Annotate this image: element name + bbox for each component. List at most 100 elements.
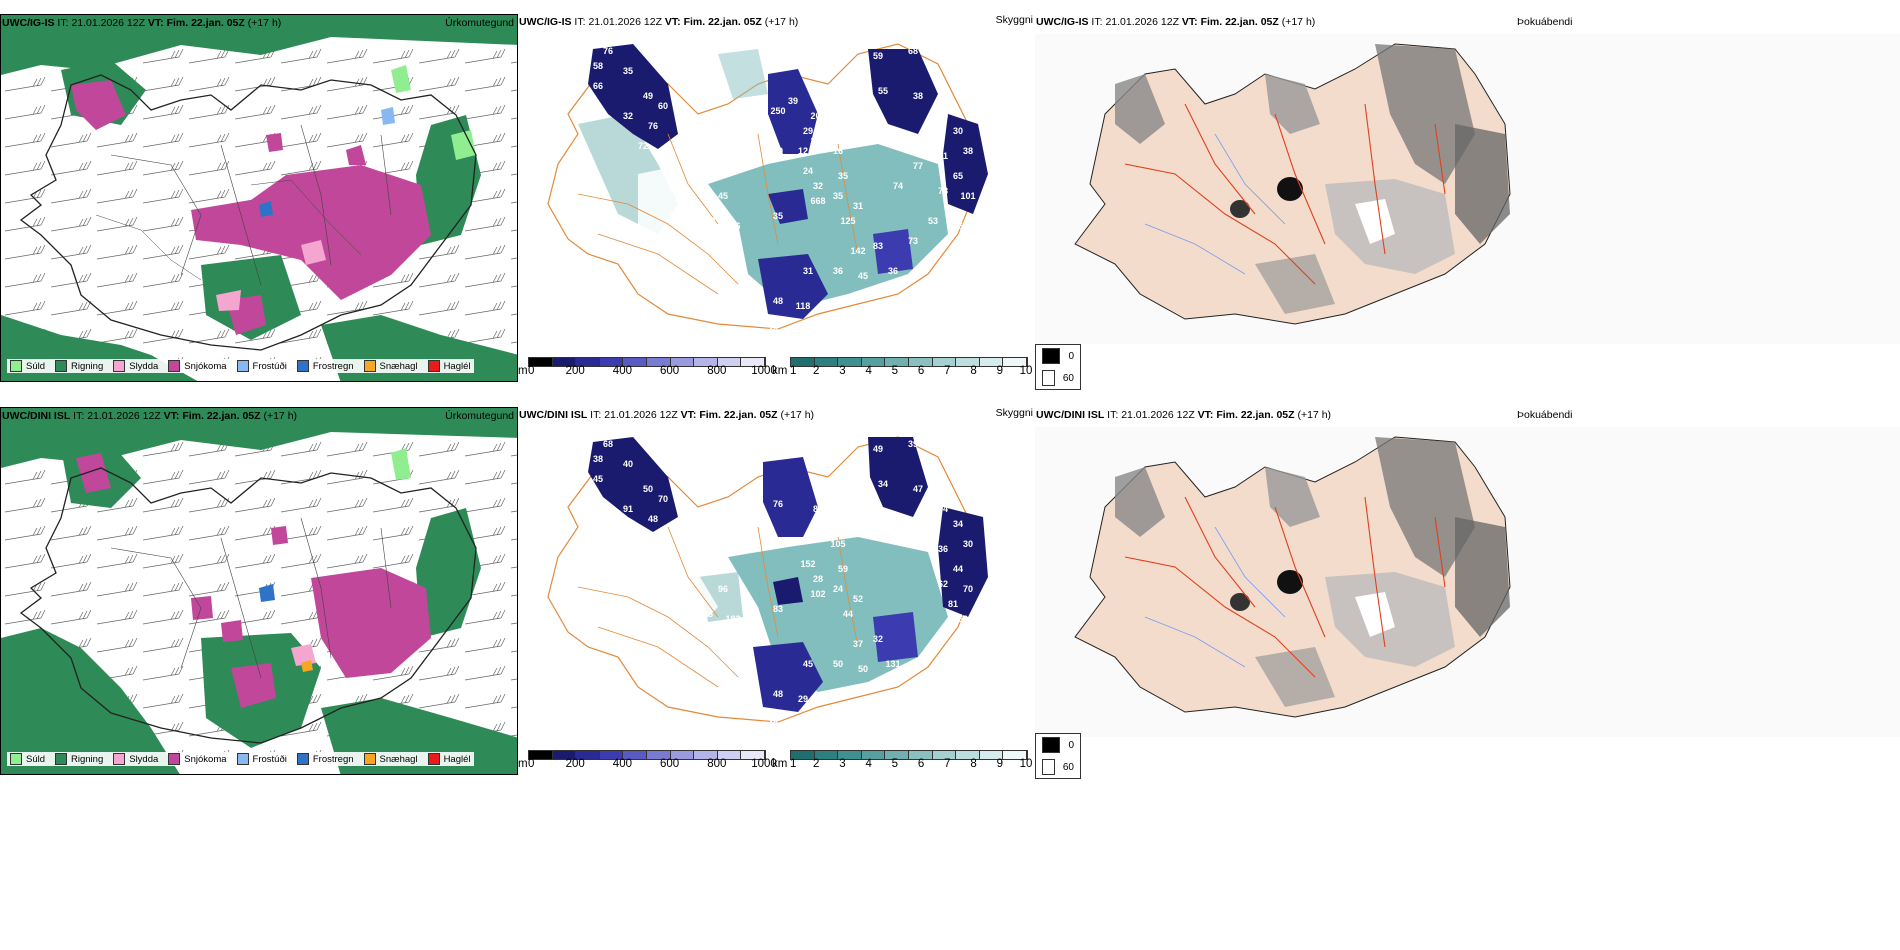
swatch [296,753,309,765]
cbar-segment [932,751,957,759]
vt-value: Fim. 22.jan. 05Z [166,17,245,29]
cbar-tick-label: 5 [891,365,899,377]
cbar-tick-label: 800 [707,365,727,377]
panel-title: Úrkomutegund [445,410,514,422]
it-label: IT: [1107,409,1119,421]
cloud-base-value: 66 [958,614,968,624]
cbar-segment [1003,751,1027,759]
cbar-segment [576,358,600,366]
cloud-base-colorbar: m 0 200 400 600 800 1000 [518,750,777,775]
cbar-tick-label: 3 [839,758,846,770]
fog-legend: 0 60 [1035,733,1081,779]
legend-label: Frostúði [252,360,287,372]
it-label: IT: [1091,16,1103,28]
cloud-base-value: 42 [768,326,778,336]
legend-label: Rigning [71,753,104,765]
cloud-base-value: 101 [960,191,975,201]
it-value: 21.01.2026 12Z [1121,409,1195,421]
cbar-tick-label: 7 [944,758,951,770]
cloud-base-value: 68 [603,439,613,449]
cloud-base-value: 48 [773,689,783,699]
panel-header: UWC/IG-IS IT: 21.01.2026 12Z VT: Fim. 22… [519,16,798,29]
it-label: IT: [73,410,85,422]
legend-item-sudd: Súld [10,753,45,765]
cloud-base-value: 77 [753,311,763,321]
cloud-base-value: 17 [923,131,933,141]
cbar-segment [670,358,695,366]
cloud-base-value: 36 [938,544,948,554]
cbar-segment [717,358,742,366]
cloud-base-value: 45 [718,191,728,201]
cbar-segment [791,358,815,366]
cbar-strip [528,750,766,760]
cbar-segment [791,751,815,759]
cbar-tick-label: 9 [996,758,1003,770]
fog-legend-row: 0 [1036,734,1080,756]
cbar-tick-label: 1 [790,758,797,770]
legend-item-rigning: Rigning [55,360,103,372]
vt-label: VT: [664,16,681,28]
swatch [236,360,249,372]
precip-map [1,15,517,381]
swatch [168,753,181,765]
cloud-base-value: 279 [810,136,825,146]
cloud-base-value: 44 [843,609,853,619]
cbar-segment [576,751,600,759]
fog-swatch-white [1042,759,1055,775]
fog-legend-label: 0 [1068,350,1074,362]
cloud-base-value: 28 [813,574,823,584]
cloud-base-value: 49 [768,719,778,729]
cbar-tick-label: 800 [707,758,727,770]
cbar-tick-label: 6 [917,365,925,377]
cbar-segment [599,358,624,366]
cbar-tick-label: 1000 [751,758,777,770]
cloud-base-value: 66 [593,81,603,91]
fog-legend-row: 60 [1036,756,1080,778]
legend-label: Frostúði [252,753,287,765]
lead-time: (+17 h) [1281,16,1316,28]
legend-label: Súld [26,753,46,765]
cbar-tick-label: 10 [1019,365,1033,377]
cloud-base-value: 35 [773,211,783,221]
cloud-base-value: 79 [773,146,783,156]
cloud-base-value: 31 [803,266,813,276]
cbar-tick-label: 4 [865,365,872,377]
cloud-base-value: 102 [810,589,825,599]
cloud-base-value: 68 [908,46,918,56]
cloud-base-value: 70 [963,584,973,594]
cloud-base-value: 53 [928,216,938,226]
cloud-base-value: 58 [593,61,603,71]
swatch [55,753,68,765]
cbar-segment [838,751,862,759]
swatch [363,360,376,372]
cbar-tick-label: 1 [790,365,797,377]
cbar-tick-label: 400 [612,365,632,377]
cloud-base-value: 83 [873,241,883,251]
cbar-segment [694,751,718,759]
cloud-base-value: 31 [853,201,863,211]
precip-map [1,408,517,774]
vt-value: Fim. 22.jan. 05Z [683,16,762,28]
cloud-base-value: 45 [593,474,603,484]
panel-header: UWC/IG-IS IT: 21.01.2026 12Z VT: Fim. 22… [2,17,281,30]
cbar-strip [528,357,766,367]
legend-item-sudd: Súld [10,360,45,372]
cloud-base-value: 40 [623,459,633,469]
cbar-tick-label: 7 [944,365,951,377]
cloud-base-value: 45 [858,271,868,281]
cloud-base-value: 38 [963,146,973,156]
lead-time: (+17 h) [1297,409,1332,421]
it-label: IT: [590,409,602,421]
precip-type-panel: UWC/IG-IS IT: 21.01.2026 12Z VT: Fim. 22… [0,14,518,382]
cbar-strip [790,750,1028,760]
legend-label: Frostregn [312,360,354,372]
cloud-base-value: 32 [813,181,823,191]
cbar-tick-label: 1000 [751,365,777,377]
cloud-base-value: 38 [913,91,923,101]
legend-label: Slydda [129,360,159,372]
cbar-tick-label: 0 [528,365,535,377]
cloud-base-value: 96 [718,584,728,594]
cloud-base-value: 12 [798,146,808,156]
